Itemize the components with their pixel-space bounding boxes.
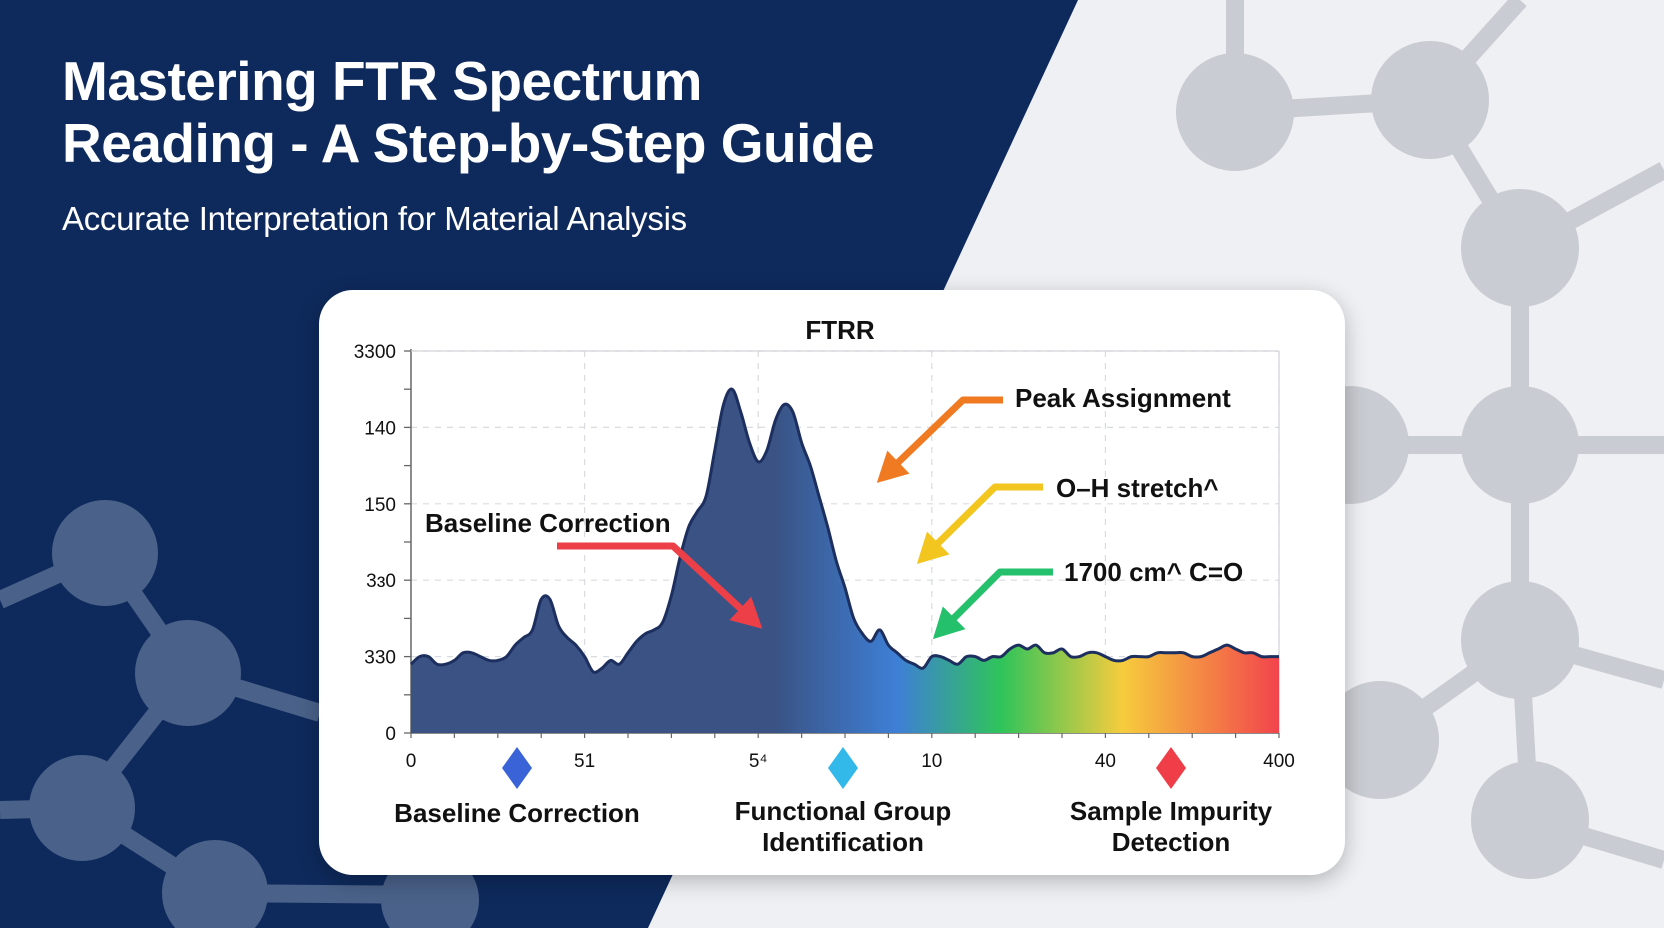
baseline-correction-arrow-shaft: [557, 542, 758, 625]
annotation-label: Peak Assignment: [1015, 383, 1231, 413]
molecule-decoration-dark: [0, 500, 479, 928]
x-tick-labels: 0 51 5⁴ 10 40 400: [406, 751, 1295, 772]
page-title: Mastering FTR Spectrum Reading - A Step-…: [62, 50, 875, 174]
spectrum-area: [411, 389, 1279, 733]
annotation-label: O–H stretch^: [1056, 473, 1219, 503]
page-subtitle: Accurate Interpretation for Material Ana…: [62, 200, 687, 237]
annotation-label: 1700 cm^ C=O: [1064, 557, 1243, 587]
stage-marker-icon: [1156, 747, 1186, 789]
page-title-line2: Reading - A Step-by-Step Guide: [62, 112, 875, 174]
page-title-line1: Mastering FTR Spectrum: [62, 50, 702, 112]
stage-marker-icon: [828, 747, 858, 789]
peak-assignment-arrow-shaft: [881, 396, 1003, 479]
co-arrow-head: [932, 606, 966, 640]
stage-label: Baseline Correction: [394, 798, 640, 828]
x-tick-label: 40: [1095, 751, 1116, 772]
y-tick-label: 3ɜ0: [366, 571, 396, 592]
co-arrow-shaft: [937, 568, 1053, 635]
baseline-correction-arrow-head: [729, 596, 763, 629]
spectrum-series: [409, 387, 1279, 733]
y-tick-label: 0: [385, 724, 396, 745]
x-tick-label: 400: [1263, 751, 1295, 772]
stage-markers: Baseline Correction Functional GroupIdent…: [394, 747, 1273, 857]
oh-stretch-arrow-shaft: [921, 483, 1043, 560]
stage-label: Sample Impurity: [1070, 796, 1273, 826]
annotation-arrows: [557, 396, 1053, 640]
peak-assignment-arrow-head: [876, 450, 910, 483]
y-tick-label: 330: [364, 648, 396, 669]
x-tick-label: 10: [921, 751, 942, 772]
spectrum-line: [409, 387, 1279, 674]
y-tick-label: 150: [364, 495, 396, 516]
y-tick-label: 3300: [354, 342, 396, 363]
x-tick-label: 5⁴: [749, 751, 768, 772]
x-tick-label: 51: [574, 751, 595, 772]
stage-label: Detection: [1112, 827, 1230, 857]
y-tick-labels: 0 330 3ɜ0 150 140 3300: [354, 342, 396, 745]
stage-label: Functional Group: [735, 796, 952, 826]
annotation-labels: Peak Assignment O–H stretch^ 1700 cm^ C=O B…: [425, 383, 1243, 587]
x-tick-label: 0: [406, 751, 417, 772]
stage-marker-icon: [502, 747, 532, 789]
chart-title: FTRR: [805, 315, 875, 345]
oh-stretch-arrow-head: [916, 531, 950, 565]
y-tick-label: 140: [364, 418, 396, 439]
stage-label: Identification: [762, 827, 924, 857]
annotation-label: Baseline Correction: [425, 508, 671, 538]
